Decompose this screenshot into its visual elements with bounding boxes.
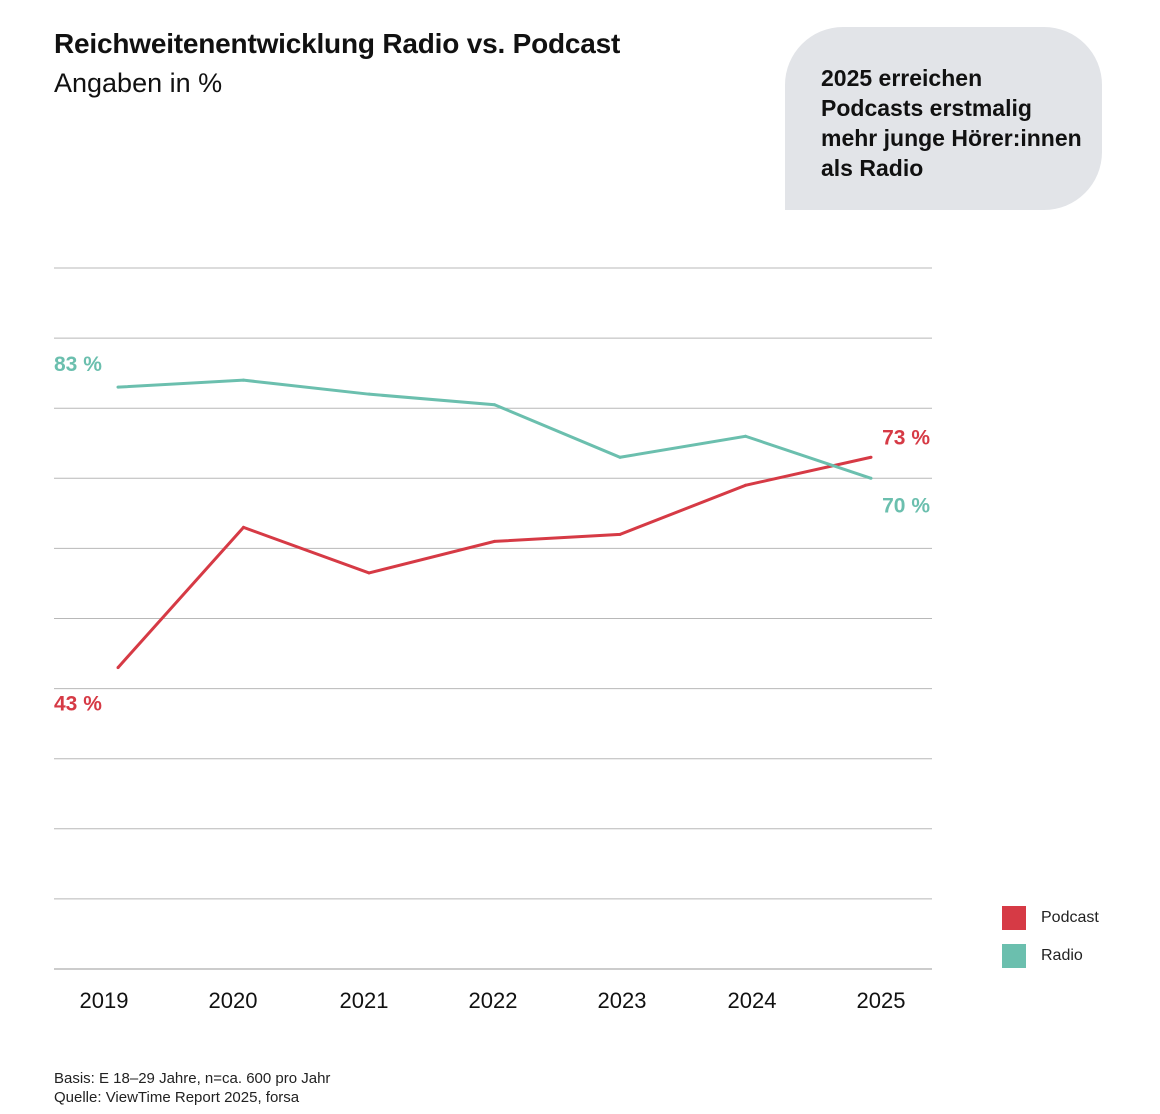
data-label-radio-2025: 70 % xyxy=(882,494,930,517)
data-point-podcast-2023 xyxy=(618,532,622,536)
legend-swatch-podcast xyxy=(1002,906,1026,930)
legend-label-podcast: Podcast xyxy=(1041,909,1099,926)
x-tick-label-2025: 2025 xyxy=(857,988,906,1013)
grid-lines xyxy=(54,267,932,970)
legend-item-podcast: Podcast xyxy=(1002,906,1099,930)
x-tick-label-2021: 2021 xyxy=(340,988,389,1013)
x-tick-label-2020: 2020 xyxy=(209,988,258,1013)
x-tick-label-2023: 2023 xyxy=(598,988,647,1013)
legend-swatch-radio xyxy=(1002,944,1026,968)
footer-notes: Basis: E 18–29 Jahre, n=ca. 600 pro Jahr… xyxy=(54,1069,330,1107)
series-line-podcast xyxy=(116,455,872,669)
data-point-radio-2025 xyxy=(869,476,873,480)
chart-title: Reichweitenentwicklung Radio vs. Podcast xyxy=(54,28,621,59)
data-label-podcast-2025: 73 % xyxy=(882,426,930,449)
callout-box: 2025 erreichen Podcasts erstmalig mehr j… xyxy=(785,27,1102,210)
legend: Podcast Radio xyxy=(1002,906,1099,982)
data-labels: 43 % 73 % 83 % 70 % xyxy=(54,353,930,715)
data-point-podcast-2020 xyxy=(242,525,245,529)
data-label-radio-2019: 83 % xyxy=(54,353,102,376)
x-axis: 2019 2020 2021 2022 2023 2024 2025 xyxy=(80,988,906,1013)
data-label-podcast-2019: 43 % xyxy=(54,693,102,716)
data-point-radio-2022 xyxy=(493,403,496,407)
x-tick-label-2022: 2022 xyxy=(469,988,518,1013)
x-tick-label-2019: 2019 xyxy=(80,988,129,1013)
footer-source: Quelle: ViewTime Report 2025, forsa xyxy=(54,1089,300,1106)
callout-text: 2025 erreichen Podcasts erstmalig mehr j… xyxy=(821,65,1082,181)
data-point-radio-2020 xyxy=(242,378,245,382)
data-point-podcast-2024 xyxy=(744,483,747,487)
data-point-radio-2023 xyxy=(618,455,622,459)
data-point-podcast-2022 xyxy=(493,539,496,543)
data-point-podcast-2025 xyxy=(869,455,873,459)
data-point-radio-2021 xyxy=(367,392,371,396)
footer-basis: Basis: E 18–29 Jahre, n=ca. 600 pro Jahr xyxy=(54,1070,331,1087)
x-tick-label-2024: 2024 xyxy=(728,988,777,1013)
data-point-podcast-2021 xyxy=(367,571,371,575)
data-point-radio-2024 xyxy=(744,434,747,438)
series-line-radio xyxy=(117,378,872,480)
data-point-podcast-2019 xyxy=(116,666,120,670)
data-point-radio-2019 xyxy=(116,385,120,389)
legend-item-radio: Radio xyxy=(1002,944,1099,968)
chart-subtitle: Angaben in % xyxy=(54,68,223,98)
series-lines xyxy=(116,378,873,670)
legend-label-radio: Radio xyxy=(1041,947,1083,964)
